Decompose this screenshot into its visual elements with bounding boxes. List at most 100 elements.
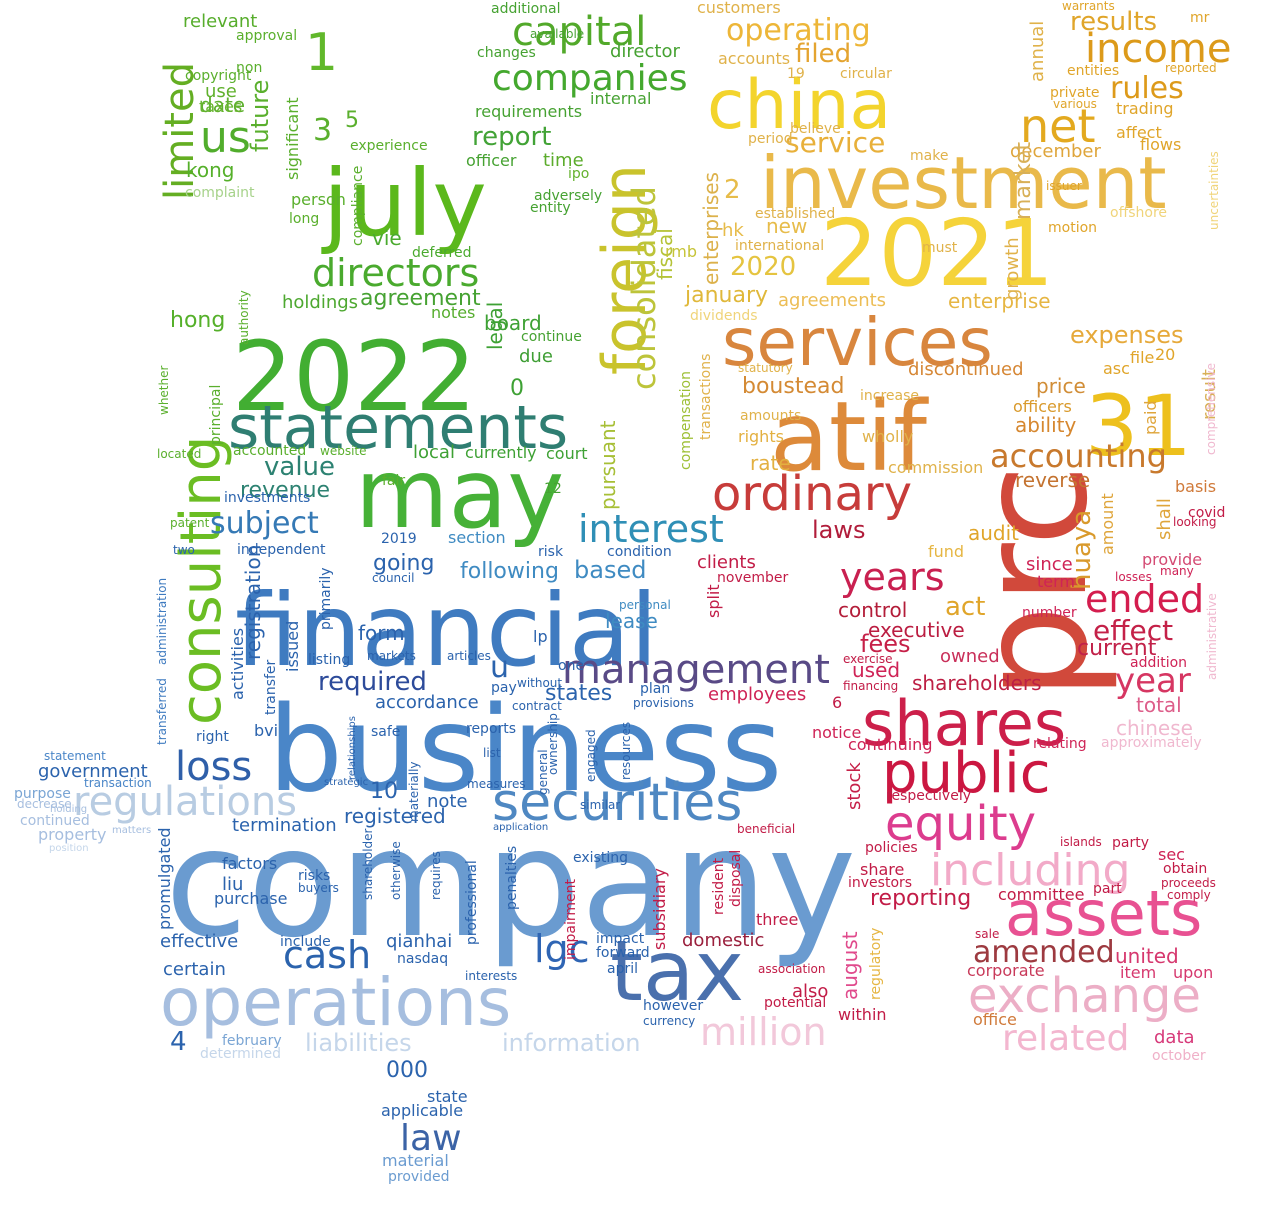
word-long: long [289, 211, 319, 227]
word-accounting: accounting [990, 437, 1167, 475]
word-file: file [1130, 348, 1154, 367]
word-application: application [493, 822, 548, 833]
word-issued: issued [283, 621, 302, 672]
word-provisions: provisions [633, 696, 694, 710]
word-non: non [236, 60, 262, 76]
word-internal: internal [590, 89, 651, 108]
word-management: management [562, 647, 830, 693]
word-complaint: complaint [185, 185, 255, 201]
word-3: 3 [313, 113, 332, 148]
word-executive: executive [868, 618, 965, 642]
word-act: act [945, 592, 985, 622]
word-customers: customers [697, 0, 781, 17]
word-legal: legal [483, 302, 507, 350]
word-regulatory: regulatory [868, 928, 884, 1000]
word-available: available [530, 27, 584, 41]
word-fund: fund [928, 542, 964, 561]
word-service: service [785, 126, 885, 159]
word-basis: basis [1175, 477, 1216, 496]
word-policies: policies [865, 840, 918, 856]
word-offshore: offshore [1110, 205, 1167, 221]
word-atif: atif [770, 381, 929, 493]
word-year: year [1115, 661, 1191, 701]
word-reported: reported [1165, 61, 1217, 75]
word-limited: limited [157, 62, 203, 200]
word-affect: affect [1116, 123, 1162, 142]
word-potential: potential [764, 995, 826, 1011]
word-effective: effective [160, 931, 238, 952]
word-kong: kong [186, 158, 234, 182]
word-period: period [748, 131, 793, 147]
word-pay: pay [491, 680, 517, 696]
word-professional: professional [464, 860, 480, 945]
word-court: court [546, 444, 588, 463]
word-liu: liu [222, 874, 243, 895]
word-audit: audit [968, 521, 1019, 545]
word-comprehensive: comprehensive [1204, 363, 1218, 455]
word-19: 19 [787, 66, 805, 82]
word-law: law [400, 1118, 462, 1159]
word-many: many [1160, 564, 1194, 578]
word-party: party [1112, 835, 1149, 851]
word-proceeds: proceeds [1161, 876, 1216, 890]
word-enterprise: enterprise [948, 289, 1051, 313]
word-section: section [448, 528, 506, 547]
word-fiscal: fiscal [653, 228, 677, 280]
word-directors: directors [312, 251, 479, 295]
word-lp: lp [533, 627, 548, 646]
word-price: price [1036, 374, 1086, 398]
word-strategic: strategic [324, 777, 368, 788]
word-applicable: applicable [381, 1101, 463, 1120]
word-islands: islands [1060, 835, 1102, 849]
word-established: established [755, 206, 835, 222]
word-amended: amended [973, 935, 1115, 970]
word-purchase: purchase [214, 889, 287, 908]
word-report: report [472, 122, 551, 152]
word-data: data [1154, 1027, 1195, 1048]
word-ended: ended [1085, 577, 1204, 621]
word-tax: tax [610, 922, 744, 1020]
word-respectively: respectively [886, 788, 971, 804]
word-international: international [735, 238, 824, 254]
word-plan: plan [640, 681, 670, 697]
word-materially: materially [407, 761, 421, 822]
word-cash: cash [283, 933, 371, 977]
word-split: split [704, 584, 723, 618]
word-issuer: issuer [1046, 179, 1082, 193]
word-right: right [196, 729, 229, 745]
word-trading: trading [1116, 99, 1174, 118]
word-additional: additional [491, 1, 561, 17]
word-adversely: adversely [534, 188, 602, 204]
word-property: property [38, 825, 107, 844]
word-january: january [684, 283, 768, 308]
word-5: 5 [345, 108, 359, 133]
word-owned: owned [940, 646, 1000, 667]
word-looking: looking [1173, 515, 1217, 529]
word-laws: laws [812, 516, 866, 544]
word-since: since [1026, 554, 1073, 575]
word-ordinary: ordinary [712, 466, 912, 522]
word-measures: measures [467, 777, 526, 791]
word-flows: flows [1140, 135, 1181, 154]
word-use: use [205, 81, 237, 102]
word-ability: ability [1015, 413, 1076, 437]
word-revenue: revenue [240, 478, 330, 503]
word-principal: principal [208, 385, 224, 445]
word-growth: growth [1002, 237, 1023, 300]
word-nasdaq: nasdaq [397, 951, 448, 967]
word-consulting: consulting [169, 436, 234, 725]
word-registration: registration [241, 545, 265, 660]
word-condition: condition [607, 544, 672, 560]
word-provide: provide [1142, 550, 1202, 569]
word-continued: continued [20, 813, 90, 829]
word-us: us [200, 112, 251, 163]
word-registered: registered [344, 804, 446, 828]
word-notice: notice [812, 723, 861, 742]
word-provided: provided [388, 1169, 449, 1185]
word-regulations: regulations [73, 779, 297, 825]
word-current: current [1077, 636, 1157, 661]
word-contract: contract [512, 699, 562, 713]
word-pursuant: pursuant [596, 420, 620, 510]
word-significant: significant [283, 97, 302, 180]
word-holding: holding [50, 804, 87, 815]
